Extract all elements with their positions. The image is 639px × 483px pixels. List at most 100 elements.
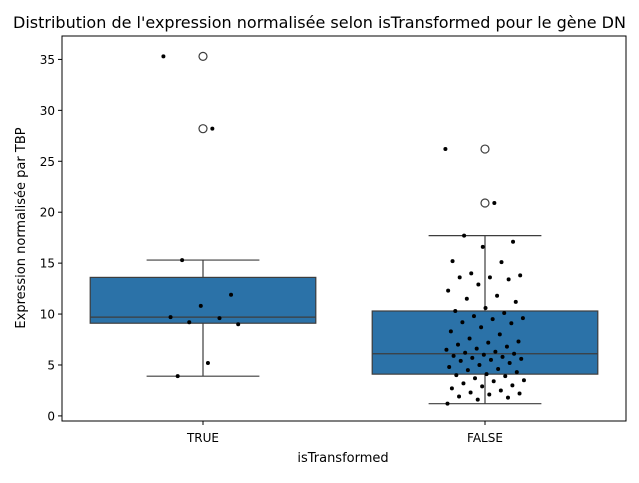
data-point [443,147,448,152]
data-point [475,397,480,402]
data-point [462,233,467,238]
data-point [517,391,522,396]
data-point [474,346,479,351]
data-point [460,320,465,325]
data-point [457,275,462,280]
y-axis-label: Expression normalisée par TBP [14,127,29,328]
data-point [161,54,166,59]
data-point [447,365,452,370]
data-point [479,325,484,330]
data-point [464,296,469,301]
data-point [465,368,470,373]
data-point [463,350,468,355]
data-point [458,358,463,363]
data-point [468,390,473,395]
data-point [516,339,521,344]
data-point [510,383,515,388]
data-point [502,311,507,316]
data-point [511,239,516,244]
data-point [493,349,498,354]
data-point [518,273,523,278]
y-tick-label: 0 [47,409,55,423]
data-point [495,293,500,298]
y-tick-label: 10 [40,308,55,322]
data-point [514,370,519,375]
x-axis-label: isTransformed [297,451,388,466]
y-tick-label: 25 [40,155,55,169]
data-point [448,329,453,334]
data-point [477,362,482,367]
outlier-marker [198,124,208,134]
data-point [236,322,241,327]
data-point [205,360,210,365]
data-point [487,392,492,397]
y-tick-label: 20 [40,206,55,220]
plot-area [89,51,599,406]
data-point [469,271,474,276]
data-point [444,347,449,352]
data-point [461,381,466,386]
box-group-false [371,144,599,406]
data-point [480,244,485,249]
x-axis: TRUE FALSE [186,421,503,445]
data-point [499,260,504,265]
box-group-true [89,51,317,379]
data-point [210,126,215,131]
data-point [187,320,192,325]
data-point [491,379,496,384]
data-point [457,394,462,399]
data-point [476,282,481,287]
data-point [445,401,450,406]
data-point [509,321,514,326]
data-point [483,305,488,310]
data-point [498,388,503,393]
data-point [229,292,234,297]
iqr-box [89,276,317,324]
y-tick-label: 5 [47,358,55,372]
data-point [504,344,509,349]
data-point [471,314,476,319]
y-tick-label: 15 [40,257,55,271]
data-point [467,336,472,341]
data-point [480,384,485,389]
data-point [492,201,497,206]
data-point [521,378,526,383]
data-point [450,259,455,264]
data-point [490,317,495,322]
y-axis: 0 5 10 15 20 25 30 35 [40,53,62,423]
y-tick-label: 35 [40,53,55,67]
data-point [506,277,511,282]
data-point [470,355,475,360]
outlier-marker [480,144,490,154]
data-point [473,376,478,381]
data-point [505,395,510,400]
data-point [488,357,493,362]
data-point [503,374,508,379]
data-point [519,356,524,361]
data-point [217,316,222,321]
axes-frame [61,35,627,422]
outlier-marker [198,51,208,61]
iqr-box [371,310,599,375]
data-point [481,352,486,357]
data-point [180,258,185,263]
data-point [175,374,180,379]
data-point [487,275,492,280]
data-point [451,353,456,358]
outlier-marker [480,198,490,208]
chart-title: Distribution de l'expression normalisée … [13,13,626,32]
data-point [446,288,451,293]
data-point [520,316,525,321]
data-point [454,373,459,378]
data-point [500,354,505,359]
data-point [453,309,458,313]
data-point [486,340,491,345]
data-point [449,386,454,391]
data-point [198,303,203,308]
data-point [513,299,518,304]
data-point [497,332,502,337]
data-point [512,351,517,356]
